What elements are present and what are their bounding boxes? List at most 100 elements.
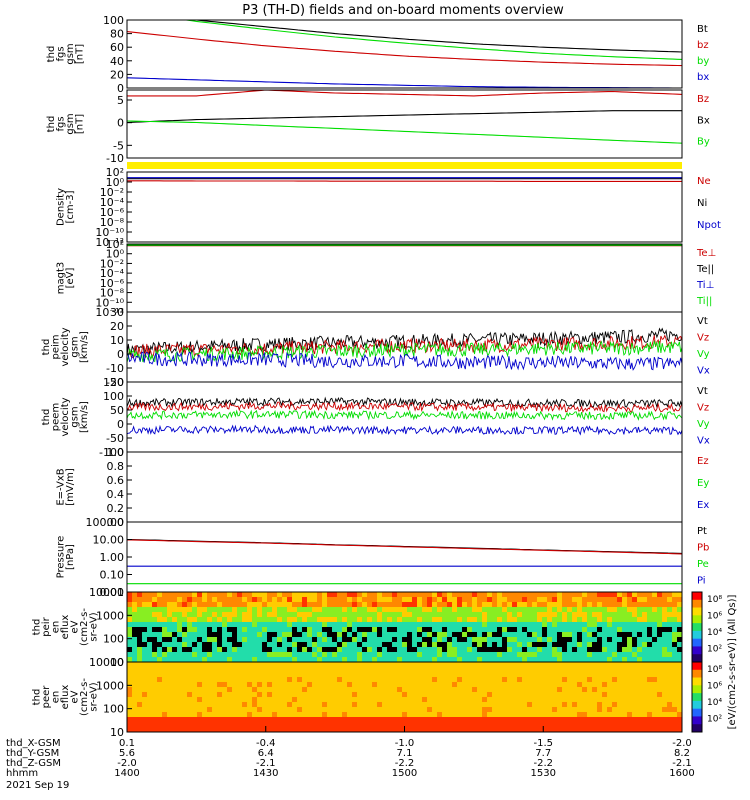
- spectrogram-cell: [272, 612, 278, 618]
- spectrogram-cell: [522, 642, 528, 648]
- spectrogram-cell: [157, 602, 163, 608]
- spectrogram-cell: [217, 612, 223, 618]
- spectrogram-cell: [512, 722, 518, 728]
- spectrogram-cell: [232, 682, 238, 688]
- spectrogram-cell: [677, 712, 682, 718]
- spectrogram-cell: [247, 637, 253, 643]
- colorbar-segment: [692, 592, 702, 601]
- spectrogram-cell: [612, 632, 618, 638]
- spectrogram-cell: [337, 727, 343, 732]
- spectrogram-cell: [677, 652, 682, 658]
- spectrogram-cell: [332, 672, 338, 678]
- series-line-Pb: [127, 539, 682, 555]
- spectrogram-cell: [482, 702, 488, 708]
- spectrogram-cell: [497, 677, 503, 683]
- spectrogram-cell: [442, 702, 448, 708]
- y-tick-label: 150: [103, 376, 124, 389]
- spectrogram-cell: [642, 692, 648, 698]
- spectrogram-cell: [187, 632, 193, 638]
- y-tick-label: 100: [103, 633, 124, 646]
- x-row-value: 7.7: [535, 748, 551, 759]
- spectrogram-cell: [457, 697, 463, 703]
- spectrogram-cell: [422, 712, 428, 718]
- spectrogram-cell: [137, 697, 143, 703]
- spectrogram-cell: [262, 717, 268, 723]
- spectrogram-cell: [142, 697, 148, 703]
- spectrogram-cell: [612, 657, 618, 662]
- spectrogram-cell: [432, 642, 438, 648]
- spectrogram-cell: [557, 682, 563, 688]
- spectrogram-cell: [587, 652, 593, 658]
- spectrogram-cell: [387, 642, 393, 648]
- spectrogram-cell: [502, 642, 508, 648]
- spectrogram-cell: [387, 717, 393, 723]
- spectrogram-cell: [237, 622, 243, 628]
- spectrogram-cell: [292, 642, 298, 648]
- spectrogram-cell: [502, 667, 508, 673]
- spectrogram-cell: [667, 707, 673, 713]
- spectrogram-cell: [622, 697, 628, 703]
- spectrogram-cell: [602, 712, 608, 718]
- spectrogram-cell: [567, 682, 573, 688]
- spectrogram-cell: [192, 662, 198, 668]
- spectrogram-cell: [527, 667, 533, 673]
- spectrogram-cell: [542, 677, 548, 683]
- spectrogram-cell: [137, 712, 143, 718]
- spectrogram-cell: [252, 597, 258, 603]
- spectrogram-cell: [147, 642, 153, 648]
- spectrogram-cell: [422, 657, 428, 662]
- spectrogram-cell: [377, 677, 383, 683]
- spectrogram-cell: [467, 707, 473, 713]
- spectrogram-cell: [177, 692, 183, 698]
- spectrogram-cell: [507, 697, 513, 703]
- spectrogram-cell: [372, 672, 378, 678]
- spectrogram-cell: [347, 702, 353, 708]
- spectrogram-cell: [252, 607, 258, 613]
- spectrogram-cell: [617, 712, 623, 718]
- spectrogram-cell: [392, 622, 398, 628]
- spectrogram-cell: [262, 647, 268, 653]
- spectrogram-cell: [322, 592, 328, 598]
- spectrogram-cell: [587, 702, 593, 708]
- spectrogram-cell: [362, 712, 368, 718]
- spectrogram-cell: [662, 652, 668, 658]
- spectrogram-cell: [642, 657, 648, 662]
- spectrogram-cell: [657, 642, 663, 648]
- spectrogram-cell: [337, 592, 343, 598]
- spectrogram-cell: [587, 712, 593, 718]
- spectrogram-cell: [257, 712, 263, 718]
- spectrogram-cell: [632, 697, 638, 703]
- spectrogram-cell: [152, 612, 158, 618]
- spectrogram-cell: [187, 627, 193, 633]
- y-tick-label: 10000: [89, 586, 124, 599]
- legend-entry: Vz: [697, 333, 709, 344]
- spectrogram-cell: [397, 722, 403, 728]
- spectrogram-cell: [397, 667, 403, 673]
- spectrogram-cell: [557, 602, 563, 608]
- spectrogram-cell: [332, 717, 338, 723]
- spectrogram-cell: [502, 607, 508, 613]
- spectrogram-cell: [522, 607, 528, 613]
- spectrogram-cell: [562, 677, 568, 683]
- spectrogram-cell: [602, 627, 608, 633]
- spectrogram-cell: [342, 697, 348, 703]
- spectrogram-cell: [322, 687, 328, 693]
- spectrogram-cell: [597, 652, 603, 658]
- spectrogram-cell: [137, 622, 143, 628]
- series-group: [127, 90, 682, 144]
- spectrogram-cell: [462, 682, 468, 688]
- spectrogram-cell: [252, 662, 258, 668]
- spectrogram-cell: [262, 622, 268, 628]
- spectrogram-cell: [627, 592, 633, 598]
- spectrogram-cell: [387, 602, 393, 608]
- spectrogram-cell: [462, 617, 468, 623]
- spectrogram-cell: [302, 662, 308, 668]
- spectrogram-cell: [582, 672, 588, 678]
- spectrogram-cell: [562, 647, 568, 653]
- spectrogram-cell: [317, 632, 323, 638]
- spectrogram-cell: [492, 617, 498, 623]
- x-row-value: -2.2: [395, 758, 415, 769]
- spectrogram-cell: [497, 692, 503, 698]
- spectrogram-cell: [392, 662, 398, 668]
- spectrogram-cell: [332, 632, 338, 638]
